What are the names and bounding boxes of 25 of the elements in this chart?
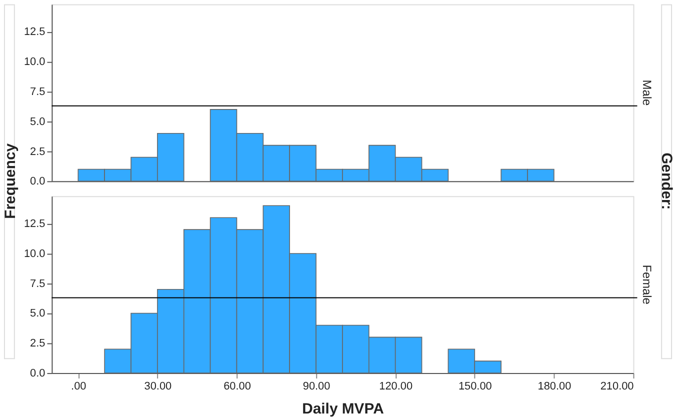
x-tick-label: 90.00	[302, 380, 330, 392]
y2-axis-title: Male	[640, 80, 654, 106]
y-tick-label: 2.5	[30, 146, 46, 158]
y-tick-label: 2.5	[30, 338, 46, 350]
x-tick-label: 30.00	[144, 380, 172, 392]
x-tick-label: .00	[71, 380, 86, 392]
y-tick-label: 5.0	[30, 308, 46, 320]
y-tick-label: 12.5	[24, 218, 46, 230]
y2-axis-title: Female	[640, 264, 654, 305]
text: Gender:	[658, 152, 674, 210]
y-tick-label: 0.0	[30, 368, 46, 380]
y-tick-label: 0.0	[30, 176, 46, 188]
y-tick-label: 10.0	[24, 56, 46, 68]
x-tick-label: 210.00	[600, 380, 634, 392]
y-tick-label: 7.5	[30, 278, 46, 290]
x-tick-label: 150.00	[458, 380, 492, 392]
x-axis-title: Daily MVPA	[302, 401, 384, 418]
x-tick-label: 60.00	[224, 380, 251, 392]
x-tick-label: 120.00	[379, 380, 413, 392]
y-tick-label: 10.0	[24, 248, 46, 260]
y-axis-title: Frequency	[2, 142, 19, 219]
y-tick-label: 12.5	[24, 26, 46, 38]
y-tick-label: 7.5	[30, 86, 46, 98]
y-tick-label: 5.0	[30, 116, 46, 128]
x-tick-label: 180.00	[538, 380, 572, 392]
